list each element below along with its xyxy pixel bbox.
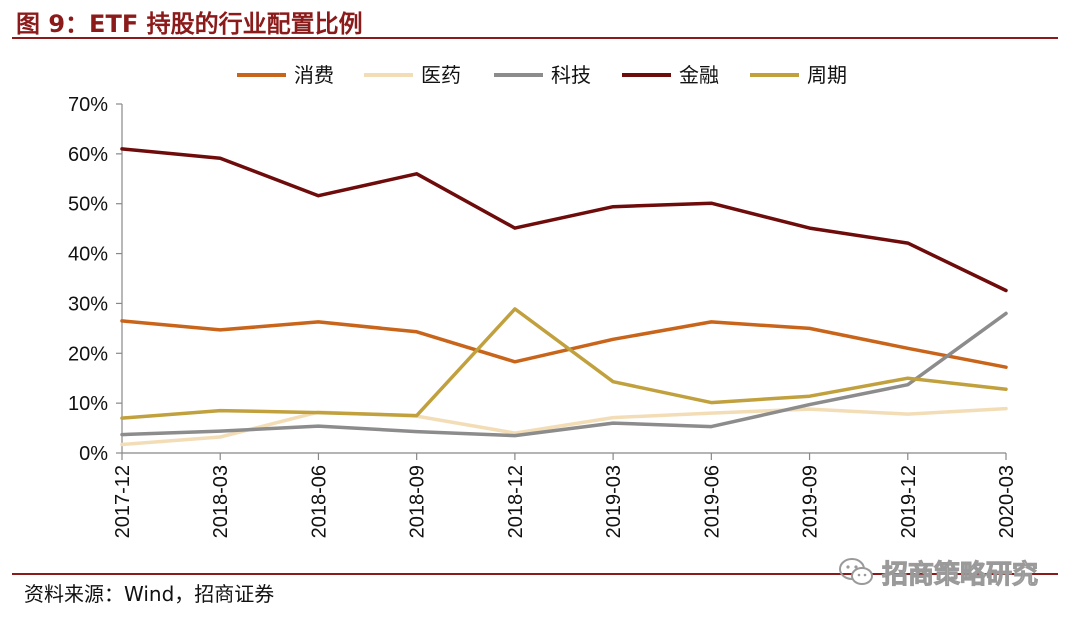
series-line-消费 — [120, 319, 1008, 369]
series-line-科技 — [120, 311, 1008, 438]
x-tick-label: 2017-12 — [112, 465, 134, 538]
x-tick-label: 2018-06 — [308, 465, 330, 538]
watermark: 招商策略研究 — [838, 554, 1050, 590]
watermark-text: 招商策略研究 — [881, 559, 1039, 590]
series-line-周期 — [120, 307, 1008, 420]
title-rule — [12, 37, 1058, 39]
legend-label-周期: 周期 — [807, 63, 847, 87]
line-chart: 消费 医药 科技 金融 周期 0% 10% 20% 30% 40% 50% 60% 70% 2017-… — [68, 63, 1018, 538]
source-note: 资料来源：Wind，招商证券 — [24, 582, 275, 606]
x-axis: 2017-12 2018-03 2018-06 2018-09 2018-12 2019-… — [112, 452, 1018, 538]
y-tick-label: 10% — [68, 393, 108, 415]
y-tick-label: 70% — [68, 94, 108, 116]
x-tick-label: 2019-06 — [701, 465, 723, 538]
x-tick-label: 2019-09 — [800, 465, 822, 538]
series-line-医药 — [120, 406, 1008, 447]
y-tick-label: 60% — [68, 144, 108, 166]
wechat-icon — [839, 558, 873, 585]
x-tick-label: 2020-03 — [996, 465, 1018, 538]
y-tick-label: 30% — [68, 293, 108, 315]
x-tick-label: 2019-12 — [898, 465, 920, 538]
legend-label-金融: 金融 — [679, 63, 719, 87]
x-tick-label: 2018-09 — [407, 465, 429, 538]
legend-label-科技: 科技 — [551, 63, 591, 87]
x-tick-label: 2018-12 — [505, 465, 527, 538]
figure-title: 图 9：ETF 持股的行业配置比例 — [16, 10, 363, 38]
y-axis: 0% 10% 20% 30% 40% 50% 60% 70% — [68, 94, 123, 465]
x-tick-label: 2018-03 — [210, 465, 232, 538]
legend-label-医药: 医药 — [421, 63, 461, 87]
y-tick-label: 20% — [68, 343, 108, 365]
series-line-金融 — [120, 147, 1008, 293]
chart-legend: 消费 医药 科技 金融 周期 — [237, 63, 847, 87]
x-tick-label: 2019-03 — [603, 465, 625, 538]
y-tick-label: 50% — [68, 194, 108, 216]
y-tick-label: 0% — [79, 443, 108, 465]
source-rule — [12, 573, 1058, 575]
legend-label-消费: 消费 — [294, 63, 334, 87]
series-lines — [120, 147, 1008, 447]
y-tick-label: 40% — [68, 244, 108, 266]
